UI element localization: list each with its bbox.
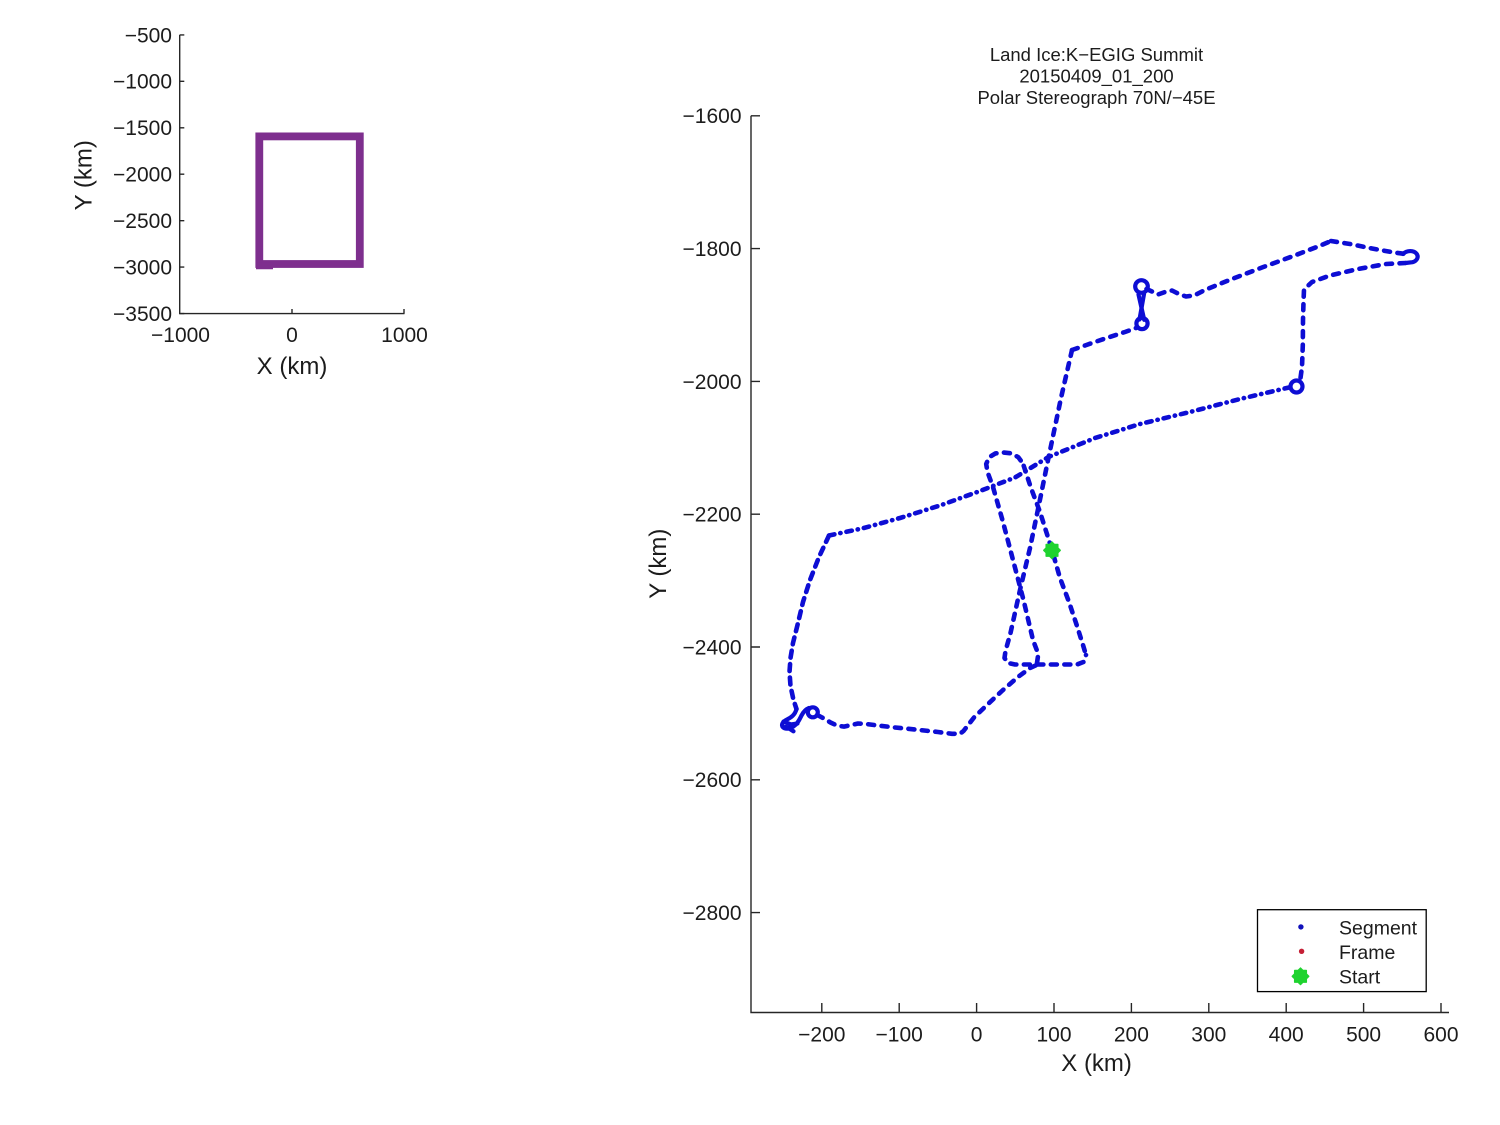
svg-text:200: 200 bbox=[1114, 1023, 1149, 1046]
svg-text:−3500: −3500 bbox=[113, 303, 172, 326]
svg-text:Y (km): Y (km) bbox=[71, 140, 98, 210]
svg-text:400: 400 bbox=[1269, 1023, 1304, 1046]
svg-text:−200: −200 bbox=[798, 1023, 845, 1046]
svg-text:−2800: −2800 bbox=[683, 902, 742, 925]
svg-text:20150409_01_200: 20150409_01_200 bbox=[1019, 66, 1173, 88]
svg-text:Y (km): Y (km) bbox=[645, 529, 672, 599]
svg-text:0: 0 bbox=[286, 324, 298, 347]
svg-text:−2000: −2000 bbox=[113, 164, 172, 187]
svg-text:−2000: −2000 bbox=[683, 371, 742, 394]
svg-text:0: 0 bbox=[971, 1023, 983, 1046]
svg-text:100: 100 bbox=[1036, 1023, 1071, 1046]
svg-text:−500: −500 bbox=[125, 24, 172, 47]
svg-text:−2400: −2400 bbox=[683, 636, 742, 659]
svg-text:300: 300 bbox=[1191, 1023, 1226, 1046]
svg-text:−1000: −1000 bbox=[151, 324, 210, 347]
svg-text:Segment: Segment bbox=[1339, 918, 1418, 940]
svg-text:−1000: −1000 bbox=[113, 71, 172, 94]
svg-text:−2500: −2500 bbox=[113, 210, 172, 233]
svg-text:600: 600 bbox=[1423, 1023, 1458, 1046]
svg-text:X (km): X (km) bbox=[1061, 1050, 1132, 1077]
svg-text:−1500: −1500 bbox=[113, 117, 172, 140]
svg-text:Start: Start bbox=[1339, 967, 1381, 989]
svg-text:Land Ice:K−EGIG Summit: Land Ice:K−EGIG Summit bbox=[990, 44, 1203, 65]
svg-text:−3000: −3000 bbox=[113, 257, 172, 280]
svg-text:Polar Stereograph 70N/−45E: Polar Stereograph 70N/−45E bbox=[977, 87, 1215, 108]
svg-text:−2600: −2600 bbox=[683, 769, 742, 792]
svg-text:−1800: −1800 bbox=[683, 238, 742, 261]
svg-text:−100: −100 bbox=[876, 1023, 923, 1046]
svg-text:X (km): X (km) bbox=[257, 353, 328, 380]
svg-text:1000: 1000 bbox=[381, 324, 428, 347]
svg-text:Frame: Frame bbox=[1339, 942, 1395, 964]
svg-text:500: 500 bbox=[1346, 1023, 1381, 1046]
svg-text:−2200: −2200 bbox=[683, 504, 742, 527]
svg-text:−1600: −1600 bbox=[683, 105, 742, 128]
